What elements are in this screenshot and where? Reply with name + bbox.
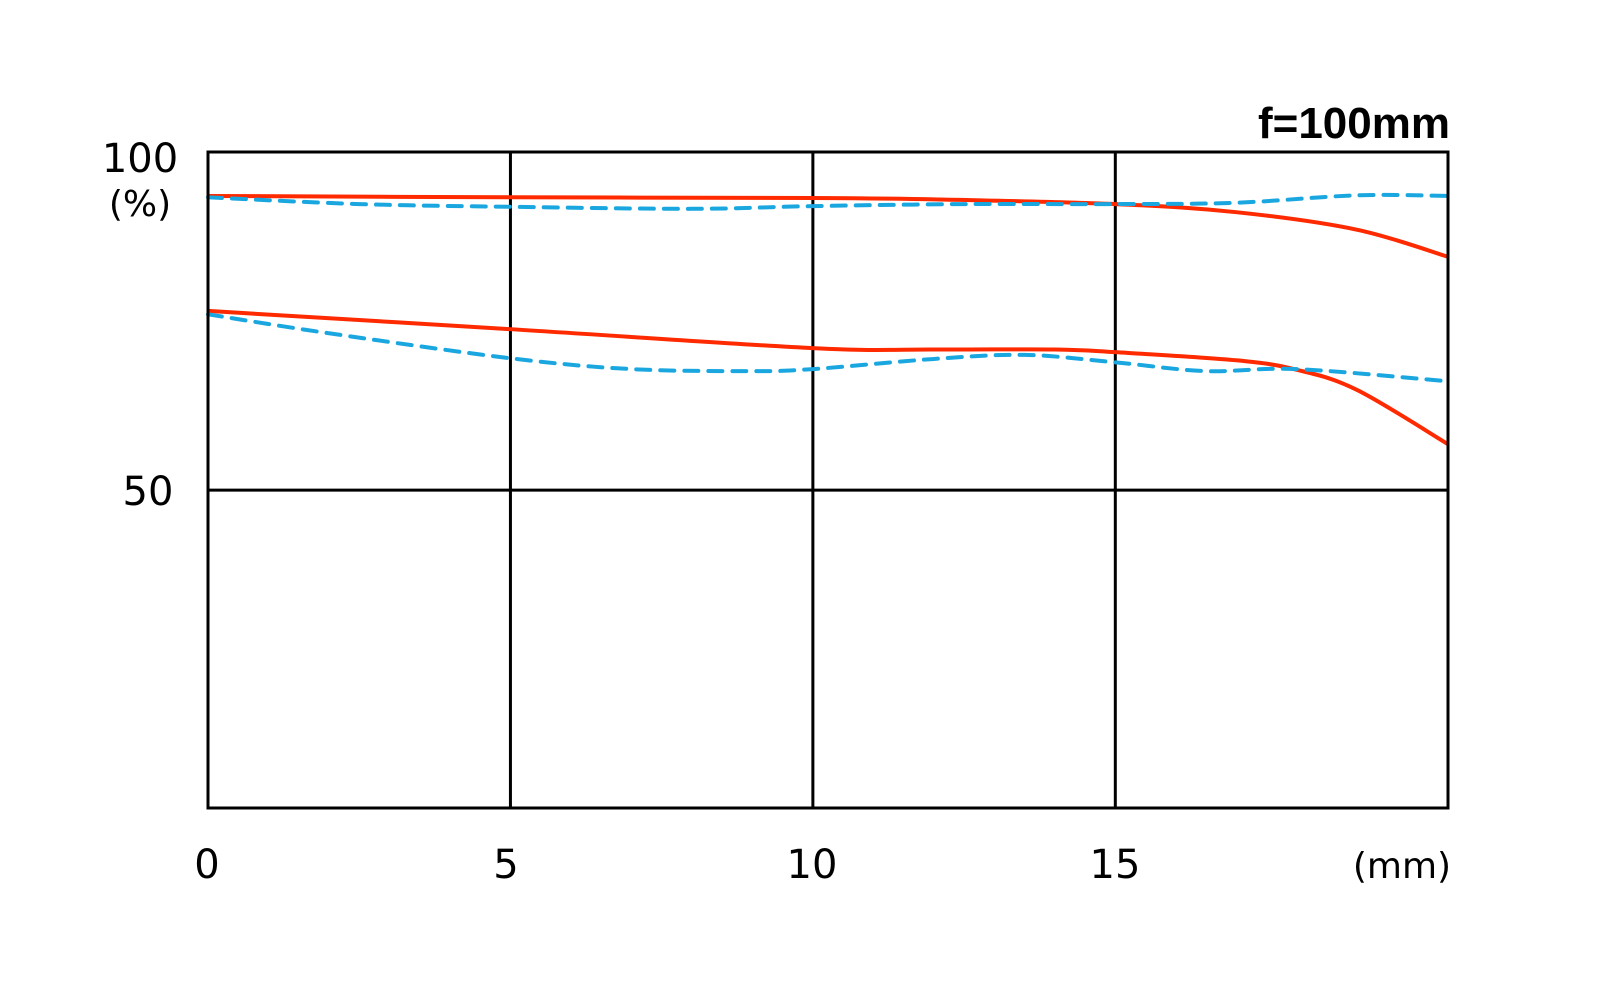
x-tick-15: 15 bbox=[1090, 842, 1141, 888]
y-tick-100: 100 bbox=[102, 136, 178, 182]
series-line-2-dashed bbox=[206, 192, 1450, 211]
x-axis-label: (mm) bbox=[1353, 846, 1451, 887]
series-line-1-solid bbox=[207, 193, 1449, 259]
series-group bbox=[206, 192, 1450, 446]
x-tick-10: 10 bbox=[787, 842, 838, 888]
plot-frame bbox=[206, 150, 1450, 810]
x-tick-0: 0 bbox=[194, 842, 219, 888]
y-axis-label: (%) bbox=[109, 184, 171, 225]
x-tick-5: 5 bbox=[493, 842, 518, 888]
chart-title: f=100mm bbox=[1258, 99, 1450, 148]
series-line-3-solid bbox=[207, 308, 1450, 446]
y-tick-50: 50 bbox=[123, 469, 174, 515]
grid bbox=[208, 152, 1448, 808]
series-line-4-dashed bbox=[206, 312, 1450, 384]
